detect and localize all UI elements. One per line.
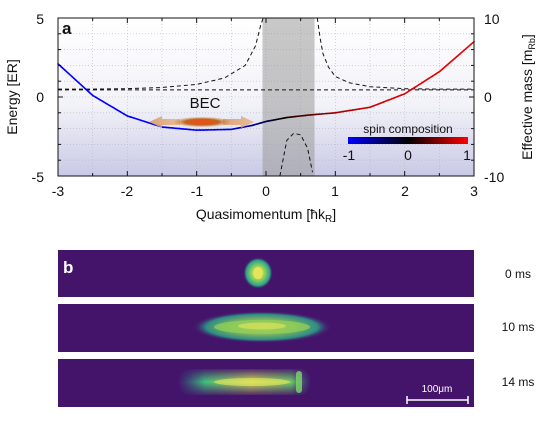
x-tick: -3 (52, 183, 65, 199)
x-tick: 3 (470, 183, 478, 199)
atom-cloud-hot (238, 323, 286, 330)
y-left-tick: -5 (32, 169, 45, 185)
x-tick: 1 (331, 183, 339, 199)
x-tick: 0 (262, 183, 270, 199)
bec-core (190, 119, 214, 124)
x-tick: -2 (121, 183, 134, 199)
colorbar-title: spin composition (363, 122, 452, 136)
colorbar-tick: -1 (343, 147, 356, 163)
y-left-tick: 0 (36, 89, 44, 105)
time-label-0ms: 0 ms (505, 267, 531, 281)
absorption-image-10ms (58, 304, 474, 352)
colorbar-gradient (348, 137, 468, 144)
atom-cloud-core (253, 267, 263, 279)
y-right-axis-label: Effective mass [mRb] (519, 34, 537, 160)
panel-a-label: a (62, 19, 72, 38)
colorbar-tick: 1 (463, 147, 471, 163)
panel-a: BEC spin composition -1 0 1 a 5 0 -5 10 … (4, 11, 537, 225)
scale-bar-label: 100μm (422, 384, 453, 395)
bec-label: BEC (190, 95, 221, 112)
atom-cloud-hot (214, 378, 290, 386)
colorbar-tick: 0 (404, 147, 412, 163)
time-label-14ms: 14 ms (502, 375, 535, 389)
x-axis-label: Quasimomentum [ħkR] (196, 206, 336, 225)
y-left-axis-label: Energy [ER] (4, 59, 20, 134)
y-right-tick: 10 (484, 11, 500, 27)
atom-cloud-edge (296, 371, 302, 393)
x-tick: -1 (191, 183, 204, 199)
absorption-image-0ms (58, 250, 474, 297)
x-tick: 2 (401, 183, 409, 199)
y-right-tick: -10 (484, 169, 504, 185)
panel-b-label: b (63, 258, 73, 277)
panel-b: b 0 ms 10 ms 14 ms 100μm (58, 250, 534, 407)
y-left-tick: 5 (36, 11, 44, 27)
shaded-region (263, 18, 315, 176)
time-label-10ms: 10 ms (502, 320, 535, 334)
x-tick-labels: -3 -2 -1 0 1 2 3 (52, 183, 478, 199)
y-right-tick: 0 (484, 89, 492, 105)
